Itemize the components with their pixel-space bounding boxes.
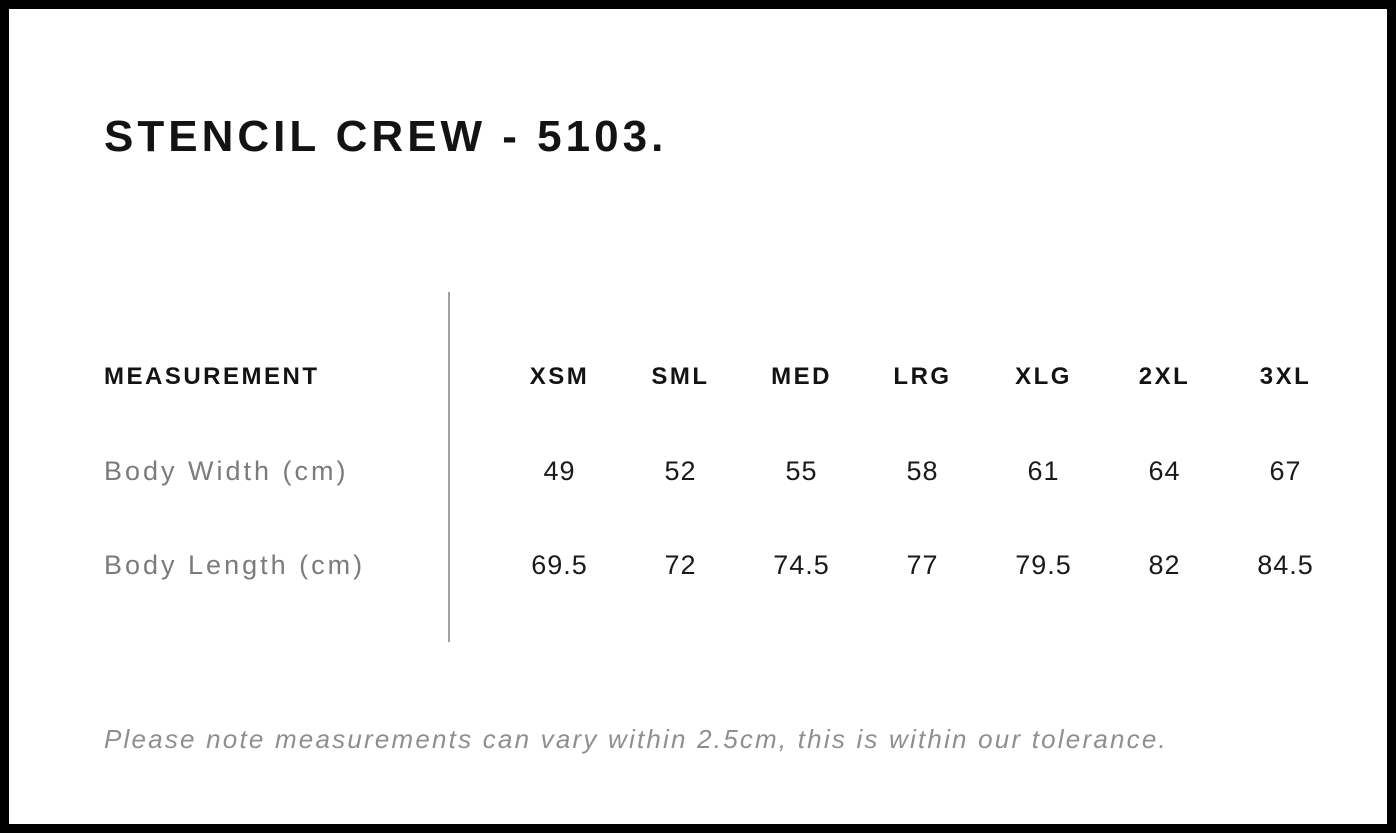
body-length-3xl: 84.5 bbox=[1257, 549, 1314, 580]
size-chart-header-row: MEASUREMENT XSM SML MED LRG XLG 2XL 3XL bbox=[104, 330, 1346, 424]
page-title: STENCIL CREW - 5103. bbox=[104, 112, 668, 161]
size-chart-table: MEASUREMENT XSM SML MED LRG XLG 2XL 3XL … bbox=[104, 292, 1346, 642]
table-row-body-width: Body Width (cm) 49 52 55 58 61 64 67 bbox=[104, 424, 1346, 518]
size-header-3xl: 3XL bbox=[1259, 363, 1312, 390]
body-width-sml: 52 bbox=[664, 455, 697, 486]
size-header-2xl: 2XL bbox=[1138, 363, 1191, 390]
size-header-lrg: LRG bbox=[893, 363, 952, 390]
body-length-med: 74.5 bbox=[773, 549, 830, 580]
body-width-xsm: 49 bbox=[543, 455, 576, 486]
body-length-xsm: 69.5 bbox=[531, 549, 588, 580]
vertical-divider bbox=[448, 292, 450, 642]
tolerance-note: Please note measurements can vary within… bbox=[104, 724, 1168, 754]
size-header-med: MED bbox=[771, 363, 832, 390]
size-header-sml: SML bbox=[651, 363, 710, 390]
body-width-med: 55 bbox=[785, 455, 818, 486]
body-length-xlg: 79.5 bbox=[1015, 549, 1072, 580]
body-length-lrg: 77 bbox=[906, 549, 939, 580]
table-row-body-length: Body Length (cm) 69.5 72 74.5 77 79.5 82… bbox=[104, 518, 1346, 612]
body-length-2xl: 82 bbox=[1148, 549, 1181, 580]
body-width-lrg: 58 bbox=[906, 455, 939, 486]
size-header-xsm: XSM bbox=[529, 363, 590, 390]
body-width-2xl: 64 bbox=[1148, 455, 1181, 486]
body-width-3xl: 67 bbox=[1269, 455, 1302, 486]
body-width-xlg: 61 bbox=[1027, 455, 1060, 486]
measurement-column-header: MEASUREMENT bbox=[104, 363, 320, 390]
size-header-xlg: XLG bbox=[1015, 363, 1072, 390]
body-length-sml: 72 bbox=[664, 549, 697, 580]
row-label-body-length: Body Length (cm) bbox=[104, 549, 366, 580]
row-label-body-width: Body Width (cm) bbox=[104, 455, 349, 486]
